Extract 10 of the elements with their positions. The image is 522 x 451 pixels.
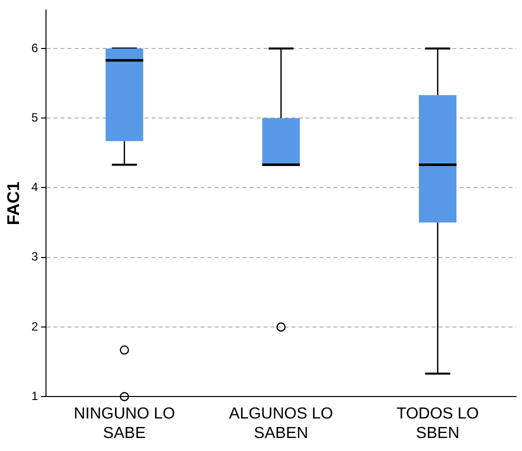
y-tick-label: 1 [31, 388, 38, 403]
x-tick-label: NINGUNO LO SABE [74, 406, 176, 442]
y-axis-title: FAC1 [4, 182, 23, 226]
x-tick-label: TODOS LO SBEN [396, 406, 479, 442]
y-tick-label: 3 [31, 250, 38, 264]
y-tick-label: 2 [31, 319, 38, 334]
x-tick-label: ALGUNOS LO SABEN [229, 406, 334, 442]
y-tick-label: 6 [31, 40, 38, 55]
y-tick-label: 5 [31, 110, 38, 124]
y-tick-label: 4 [31, 180, 38, 194]
